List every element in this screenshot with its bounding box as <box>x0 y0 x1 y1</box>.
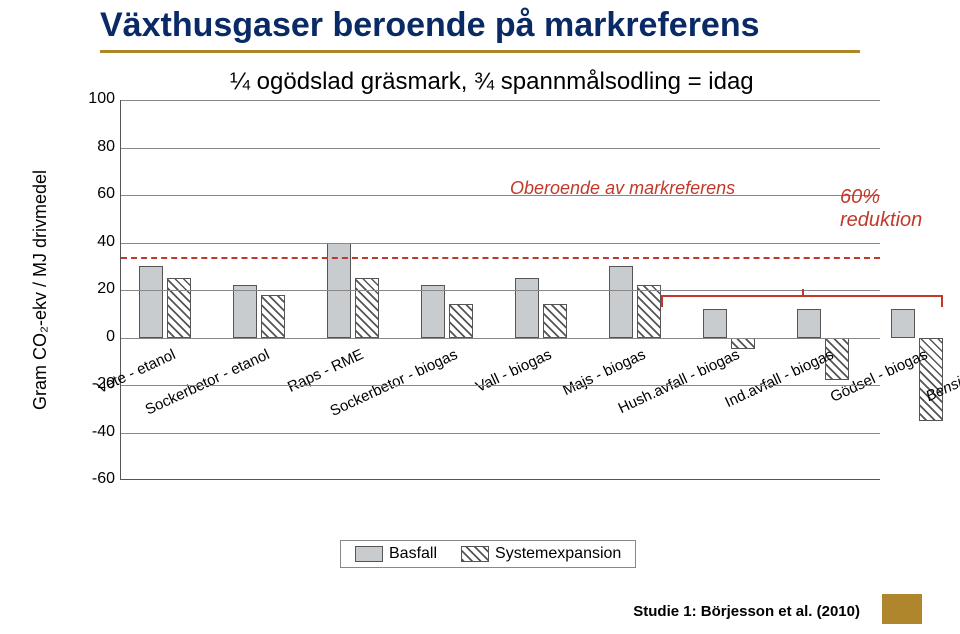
reference-line <box>121 257 880 259</box>
title-underline <box>100 50 860 53</box>
gridline <box>121 243 880 244</box>
y-tick-label: 60 <box>65 185 115 203</box>
y-tick-label: 80 <box>65 138 115 156</box>
y-tick-label: 20 <box>65 280 115 298</box>
bar <box>891 309 915 338</box>
legend-swatch-system <box>461 546 489 562</box>
page-title: Växthusgaser beroende på markreferens <box>100 6 760 45</box>
bracket <box>661 295 943 307</box>
legend-swatch-basfall <box>355 546 383 562</box>
y-tick-label: -20 <box>65 375 115 393</box>
y-tick-label: -60 <box>65 470 115 488</box>
legend-item-system: Systemexpansion <box>461 545 621 563</box>
gridline <box>121 195 880 196</box>
legend-label-basfall: Basfall <box>389 545 437 563</box>
brand-chip <box>882 594 922 624</box>
legend-label-system: Systemexpansion <box>495 545 621 563</box>
caption: Studie 1: Börjesson et al. (2010) <box>633 603 860 620</box>
subtitle: ¼ ogödslad gräsmark, ¾ spannmålsodling =… <box>230 68 754 96</box>
gridline <box>121 148 880 149</box>
gridline <box>121 290 880 291</box>
gridline <box>121 385 880 386</box>
annotation-independent: Oberoende av markreferens <box>510 178 735 199</box>
y-tick-label: -40 <box>65 423 115 441</box>
y-tick-label: 40 <box>65 233 115 251</box>
bar-chart: Vete - etanolSockerbetor - etanolRaps - … <box>120 100 880 480</box>
legend: Basfall Systemexpansion <box>340 540 636 568</box>
y-tick-label: 0 <box>65 328 115 346</box>
annotation-reduction: 60% reduktion <box>840 186 960 232</box>
gridline <box>121 338 880 339</box>
legend-item-basfall: Basfall <box>355 545 437 563</box>
gridline <box>121 433 880 434</box>
gridline <box>121 100 880 101</box>
y-axis-label: Gram CO₂-ekv / MJ drivmedel <box>30 170 51 410</box>
y-tick-label: 100 <box>65 90 115 108</box>
